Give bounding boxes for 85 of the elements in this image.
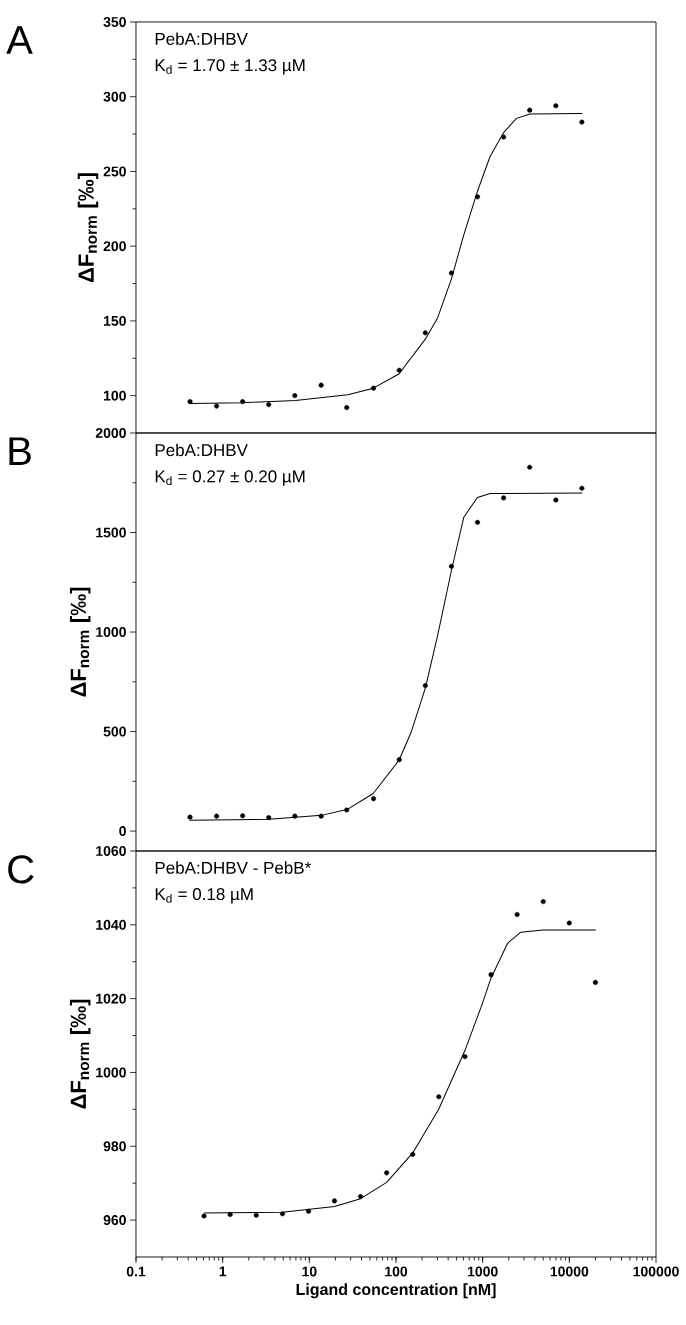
point: [579, 119, 585, 125]
point: [410, 1151, 416, 1157]
point: [422, 330, 428, 336]
point: [553, 103, 559, 109]
x-tick-label: 10: [302, 1266, 317, 1277]
point: [488, 972, 494, 978]
point: [201, 1213, 207, 1219]
point: [553, 497, 559, 503]
point: [462, 1054, 468, 1060]
point: [344, 405, 350, 411]
point: [344, 807, 350, 813]
y-tick-label: 100: [104, 390, 126, 401]
point: [475, 194, 481, 200]
point: [527, 107, 533, 113]
text: ΔF$_{norm}$ [‰]: [69, 999, 91, 1109]
point: [579, 485, 585, 491]
y-tick-label: 960: [103, 1215, 126, 1226]
annotation: PebA:DHBV: [155, 443, 248, 457]
point: [448, 270, 454, 276]
annotation: PebA:DHBV: [155, 32, 248, 45]
y-tick-label: 1060: [96, 846, 126, 856]
y-tick-label: 980: [103, 1141, 126, 1152]
point: [540, 899, 546, 905]
point: [240, 813, 246, 819]
y-tick-label: 250: [103, 166, 126, 177]
annotation: K$_{d}$ = 1.70 ± 1.33 µM: [155, 59, 305, 75]
y-tick-label: 200: [103, 241, 126, 252]
x-tick-label: 100: [385, 1266, 408, 1277]
annotation: PebA:DHBV - PebB*: [155, 861, 311, 874]
point: [266, 815, 272, 821]
point: [318, 382, 324, 388]
point: [306, 1208, 312, 1214]
chart-title: C: [8, 855, 34, 884]
y-tick-label: 150: [104, 315, 126, 326]
point: [436, 1094, 442, 1100]
y-tick-label: 350: [103, 17, 126, 27]
point: [227, 1212, 233, 1218]
chart-title: A: [6, 26, 33, 54]
point: [592, 979, 598, 985]
y-tick-label: 1500: [96, 527, 126, 538]
point: [475, 519, 481, 525]
y-tick-label: 300: [103, 91, 126, 102]
point: [396, 367, 402, 373]
point: [214, 813, 220, 819]
point: [253, 1212, 259, 1218]
point: [279, 1211, 285, 1217]
point: [422, 683, 428, 689]
annotation: K$_{d}$ = 0.27 ± 0.20 µM: [155, 470, 305, 486]
x-tick-label: 1: [219, 1266, 227, 1277]
text: ΔF$_{norm}$ [‰]: [69, 587, 91, 697]
y-tick-label: 1000: [96, 1067, 126, 1078]
point: [396, 757, 402, 763]
y-tick-label: 1020: [96, 993, 126, 1004]
point: [514, 911, 520, 917]
x-axis-title: Ligand concentration [nM]: [296, 1283, 496, 1299]
y-tick-label: 1040: [96, 919, 126, 930]
chart-title: B: [9, 437, 31, 465]
point: [371, 796, 376, 802]
text: ΔF$_{norm}$ [‰]: [77, 173, 99, 283]
point: [318, 813, 324, 819]
point: [527, 464, 533, 470]
point: [501, 495, 507, 501]
point: [214, 403, 220, 409]
point: [331, 1198, 337, 1204]
x-tick-label: 10000: [550, 1266, 589, 1277]
point: [240, 399, 246, 405]
point: [448, 563, 454, 569]
point: [187, 399, 193, 405]
point: [371, 385, 376, 391]
point: [292, 813, 298, 819]
y-tick-label: 500: [103, 726, 126, 737]
annotation: K$_{d}$ = 0.18 µM: [155, 888, 253, 904]
point: [292, 393, 298, 399]
point: [187, 814, 193, 820]
point: [384, 1170, 390, 1176]
x-tick-label: 1000: [467, 1266, 498, 1277]
point: [501, 134, 507, 140]
point: [566, 920, 572, 926]
y-tick-label: 2000: [95, 428, 126, 438]
y-tick-label: 1000: [96, 627, 126, 637]
point: [266, 402, 272, 408]
point: [358, 1193, 364, 1199]
x-tick-label: 0.1: [126, 1266, 146, 1277]
y-tick-label: 0: [119, 826, 126, 837]
x-tick-label: 100000: [633, 1266, 679, 1277]
